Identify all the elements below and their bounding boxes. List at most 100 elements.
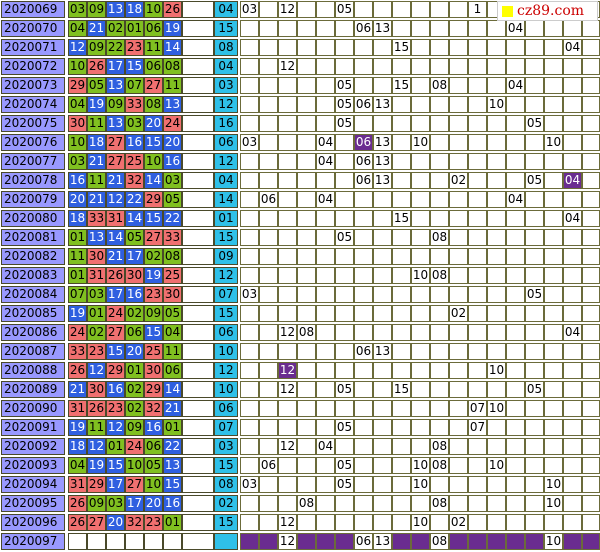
trend-cell	[259, 343, 278, 360]
red-ball-number: 26	[163, 1, 182, 18]
red-ball-number: 17	[125, 248, 144, 265]
red-ball-number: 23	[125, 39, 144, 56]
red-ball-number: 09	[87, 39, 106, 56]
trend-cell	[525, 362, 544, 379]
spacer-cell	[182, 286, 214, 303]
red-ball-number: 19	[144, 267, 163, 284]
trend-cell	[297, 1, 316, 18]
red-ball-number: 22	[125, 191, 144, 208]
blue-ball-number: 15	[214, 514, 238, 531]
red-ball-number: 02	[125, 400, 144, 417]
trend-cell	[259, 362, 278, 379]
draw-row: 2020087 33 23 15 20 25 11 10 06 13	[0, 343, 600, 362]
trend-cell	[335, 286, 354, 303]
trend-cell	[506, 229, 525, 246]
trend-cell	[297, 248, 316, 265]
trend-cell	[354, 1, 373, 18]
site-logo[interactable]: cz89.com	[497, 1, 598, 21]
trend-cell	[354, 419, 373, 436]
draw-row: 2020097 12 06 13 08 10	[0, 533, 600, 552]
trend-cell	[525, 96, 544, 113]
red-ball-number: 18	[68, 210, 87, 227]
trend-cell	[373, 381, 392, 398]
red-ball-number: 26	[106, 267, 125, 284]
trend-cell	[240, 457, 259, 474]
period-number: 2020083	[1, 267, 65, 284]
red-ball-number: 16	[144, 419, 163, 436]
trend-cell	[582, 343, 600, 360]
blue-ball-number: 08	[214, 476, 238, 493]
red-ball-number: 21	[106, 248, 125, 265]
trend-cell	[449, 400, 468, 417]
red-ball-number: 03	[68, 153, 87, 170]
trend-cell	[525, 267, 544, 284]
trend-mark: 10	[411, 267, 430, 284]
draw-row: 2020082 11 30 21 17 02 08 09	[0, 248, 600, 267]
trend-cell	[449, 438, 468, 455]
trend-cell	[297, 514, 316, 531]
red-ball-number: 23	[106, 400, 125, 417]
spacer-cell	[182, 343, 214, 360]
red-ball-number: 20	[125, 343, 144, 360]
trend-cell	[240, 267, 259, 284]
trend-mark: 03	[240, 286, 259, 303]
trend-cell	[525, 305, 544, 322]
trend-cell	[582, 39, 600, 56]
trend-mark: 10	[411, 514, 430, 531]
red-ball-number: 02	[87, 324, 106, 341]
trend-cell	[430, 514, 449, 531]
trend-cell	[430, 324, 449, 341]
red-ball-number: 29	[144, 191, 163, 208]
spacer-cell	[182, 77, 214, 94]
spacer-cell	[182, 96, 214, 113]
trend-mark: 02	[449, 305, 468, 322]
red-ball-number: 11	[87, 419, 106, 436]
trend-cell	[278, 248, 297, 265]
trend-cell	[316, 419, 335, 436]
logo-square-icon	[502, 5, 513, 17]
trend-cell	[506, 343, 525, 360]
trend-cell	[525, 191, 544, 208]
trend-mark: 03	[240, 1, 259, 18]
trend-cell	[278, 267, 297, 284]
red-ball-number: 01	[106, 438, 125, 455]
spacer-cell	[182, 381, 214, 398]
trend-cell	[259, 324, 278, 341]
trend-cell	[297, 210, 316, 227]
trend-cell	[316, 305, 335, 322]
trend-cell	[563, 476, 582, 493]
draw-row: 2020073 29 05 13 07 27 11 03 05 15 08 04	[0, 77, 600, 96]
trend-cell	[563, 229, 582, 246]
trend-cell	[487, 58, 506, 75]
trend-mark: 12	[278, 324, 297, 341]
red-ball-number: 06	[163, 362, 182, 379]
trend-cell	[563, 153, 582, 170]
trend-cell	[487, 191, 506, 208]
trend-cell	[259, 419, 278, 436]
trend-mark: 07	[468, 400, 487, 417]
red-ball-number: 08	[144, 96, 163, 113]
trend-cell	[240, 495, 259, 512]
trend-cell	[392, 476, 411, 493]
red-ball-number: 26	[68, 362, 87, 379]
trend-cell	[259, 1, 278, 18]
draw-row: 2020076 10 18 27 16 15 20 06 03 04 06 13 10 10	[0, 134, 600, 153]
red-ball-number: 31	[68, 400, 87, 417]
trend-cell	[563, 248, 582, 265]
trend-cell	[411, 20, 430, 37]
trend-cell	[354, 210, 373, 227]
trend-cell	[335, 191, 354, 208]
trend-cell	[468, 381, 487, 398]
red-ball-number: 20	[106, 514, 125, 531]
red-ball-number: 29	[87, 476, 106, 493]
trend-cell	[563, 191, 582, 208]
trend-cell	[487, 324, 506, 341]
red-ball-number: 12	[106, 419, 125, 436]
trend-cell	[506, 172, 525, 189]
trend-mark: 04	[506, 20, 525, 37]
trend-cell	[278, 115, 297, 132]
draw-row: 2020094 31 29 17 27 10 15 08 03 05 10 10	[0, 476, 600, 495]
trend-cell	[544, 457, 563, 474]
trend-cell	[544, 514, 563, 531]
trend-cell	[259, 495, 278, 512]
